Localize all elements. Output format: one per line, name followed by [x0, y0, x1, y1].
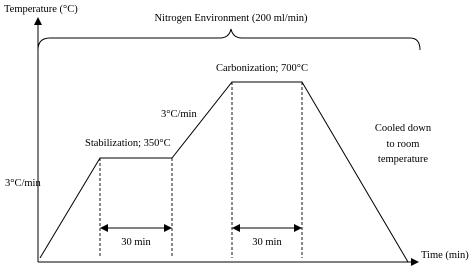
- y-axis-label: Temperature (°C): [4, 4, 78, 15]
- cooling-label: Cooled down: [375, 123, 432, 134]
- ramp-label: 3°C/min: [161, 109, 197, 120]
- duration-label: 30 min: [252, 237, 282, 248]
- stage-label: Carbonization; 700°C: [216, 63, 308, 74]
- temperature-profile: [39, 81, 409, 263]
- x-axis-label: Time (min): [421, 250, 469, 261]
- brace: [37, 28, 421, 51]
- title: Nitrogen Environment (200 ml/min): [154, 13, 308, 24]
- stage-label: Stabilization; 350°C: [85, 138, 171, 149]
- cooling-label: temperature: [378, 154, 428, 165]
- cooling-label: to room: [387, 139, 420, 150]
- duration-label: 30 min: [121, 237, 151, 248]
- ramp-label: 3°C/min: [5, 178, 41, 189]
